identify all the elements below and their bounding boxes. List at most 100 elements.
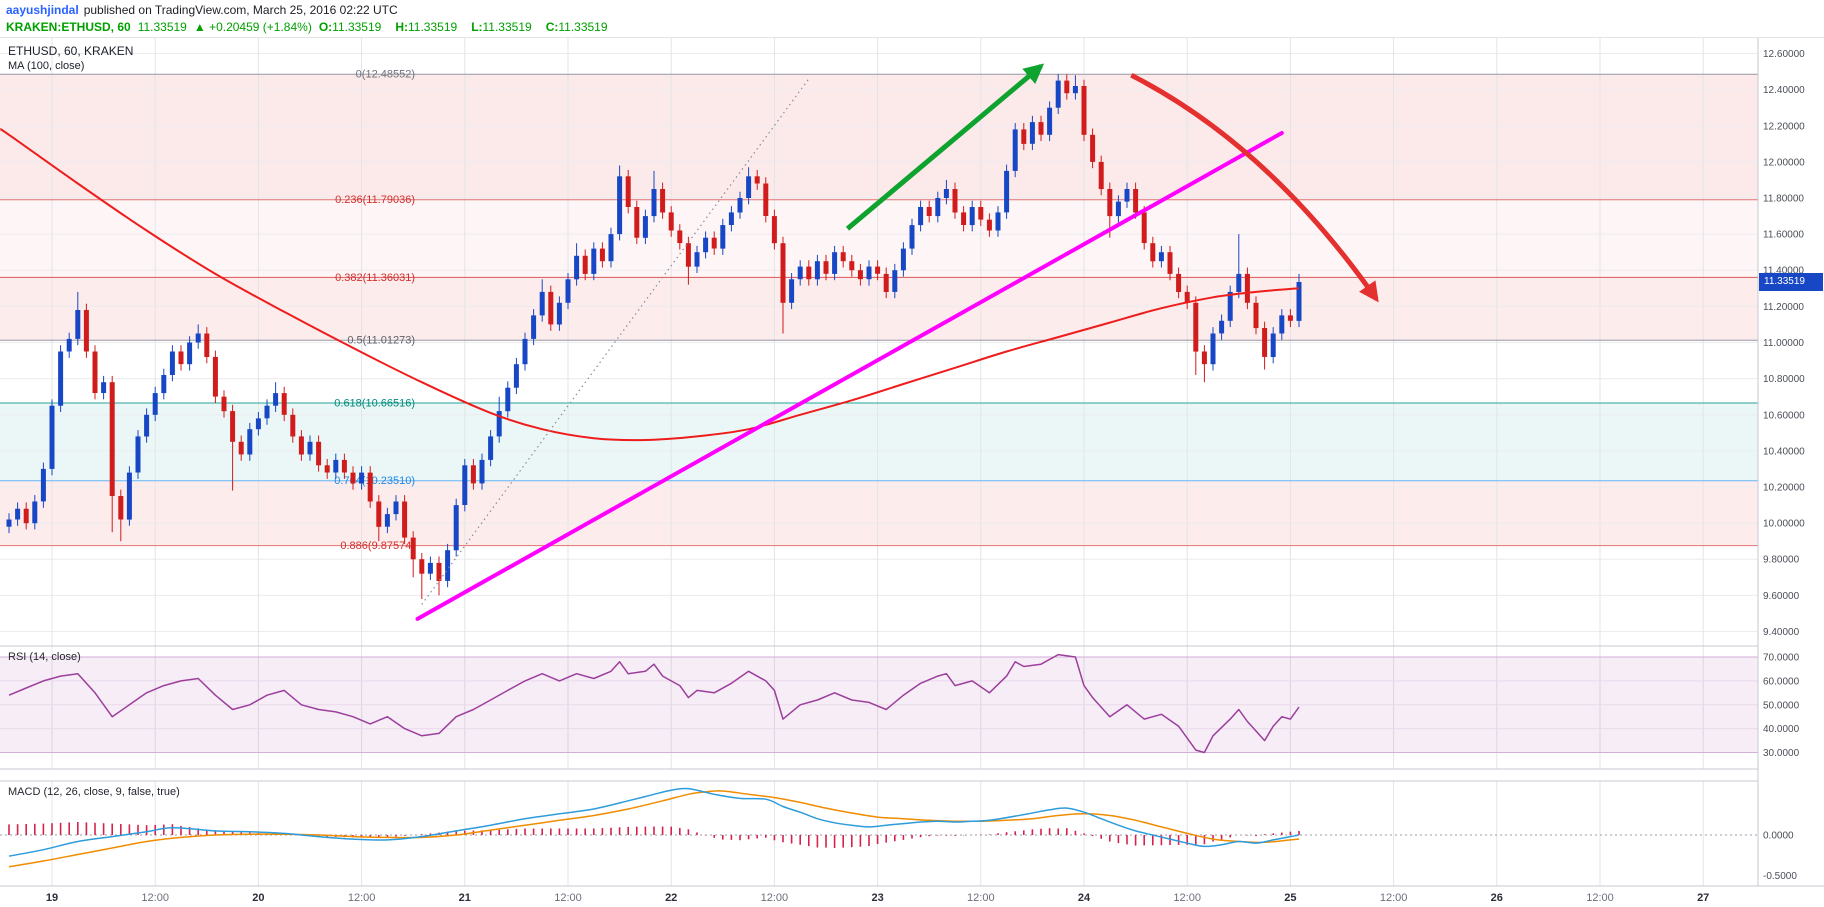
candle-body (109, 382, 115, 496)
macd-pane (0, 787, 1758, 868)
published-line: aayushjindal published on TradingView.com… (6, 3, 1824, 17)
price-gridlines (0, 53, 1758, 632)
candle-body (410, 537, 416, 560)
candle-body (1262, 328, 1268, 357)
candle-body (789, 279, 795, 303)
candle-body (436, 562, 442, 581)
time-scale[interactable]: 19 12:00 20 12:00 21 12:00 22 12:00 23 12:00 24 12:… (0, 885, 1824, 907)
candle-body (556, 302, 562, 325)
candle-body (608, 234, 614, 262)
candle-body (1115, 201, 1121, 217)
last-price-badge: 11.33519 (1759, 273, 1823, 291)
candle-body (445, 550, 451, 581)
candle-body (651, 189, 657, 217)
rsi-tick-label: 50.0000 (1763, 700, 1800, 711)
candle-body (1107, 189, 1113, 217)
time-tick-label: 22 (665, 892, 677, 904)
time-tick-label: 12:00 (761, 892, 789, 904)
fib-band (0, 199, 1758, 278)
header-high: H:11.33519 (395, 20, 464, 34)
close-label: C: (545, 20, 559, 34)
author-link[interactable]: aayushjindal (6, 3, 79, 17)
candle-body (832, 252, 838, 274)
candle-body (1193, 302, 1199, 352)
candle-body (703, 237, 709, 253)
candle-body (169, 351, 175, 375)
magenta-trendline[interactable] (415, 131, 1284, 621)
time-tick-label: 19 (46, 892, 58, 904)
candle-body (763, 183, 769, 216)
candle-body (986, 219, 992, 231)
candle-body (324, 465, 330, 473)
candle-body (126, 472, 132, 520)
candle-body (23, 508, 29, 524)
fib-retracement[interactable]: 0(12.48552) 0.236(11.79036) 0.382(11.36031… (0, 69, 1758, 552)
candle-body (307, 441, 313, 455)
green-up-arrow[interactable] (845, 63, 1045, 231)
candle-body (900, 248, 906, 271)
header-low: L:11.33519 (471, 20, 539, 34)
candle-body (1253, 302, 1259, 329)
candle-body (1038, 122, 1044, 135)
time-tick-label: 26 (1491, 892, 1503, 904)
rsi-line (8, 653, 1300, 754)
price-scale[interactable]: 12.60000 12.40000 12.20000 12.00000 11.80000… (1757, 38, 1824, 907)
candle-body (660, 189, 666, 213)
candle-body (453, 505, 459, 551)
candle-body (488, 436, 494, 460)
candle-body (333, 459, 339, 473)
candle-body (677, 230, 683, 244)
time-tick-label: 21 (459, 892, 471, 904)
published-header: aayushjindal published on TradingView.com… (0, 0, 1824, 38)
candle-body (797, 266, 803, 280)
candle-body (273, 393, 279, 406)
time-tick-label: 12:00 (1173, 892, 1201, 904)
price-tick-label: 11.80000 (1763, 194, 1804, 205)
price-tick-label: 9.80000 (1763, 555, 1800, 566)
candle-body (49, 405, 55, 469)
header-open: O:11.33519 (319, 20, 389, 34)
ma-study-legend: MA (100, close) (8, 60, 85, 72)
macd-tick-label: -0.5000 (1763, 871, 1797, 882)
candle-body (866, 266, 872, 280)
rsi-tick-label: 60.0000 (1763, 676, 1800, 687)
price-tick-label: 12.60000 (1763, 49, 1805, 60)
symbol-name: KRAKEN:ETHUSD, 60 (6, 20, 131, 34)
candle-body (1158, 252, 1164, 262)
candle-body (1244, 273, 1250, 303)
red-down-arrow[interactable] (1130, 72, 1379, 303)
candle-body (1201, 351, 1207, 365)
candle-body (1029, 122, 1035, 144)
fib-label-0.618: 0.618(10.66516) (334, 398, 415, 410)
candle-body (969, 207, 975, 226)
candle-body (152, 393, 158, 415)
candle-body (427, 562, 433, 574)
fib-band (0, 74, 1758, 200)
candle-body (995, 212, 1001, 231)
fib-label-0.236: 0.236(11.79036) (335, 194, 415, 206)
candle-body (402, 501, 408, 538)
candle-body (685, 243, 691, 267)
time-scale-bg[interactable] (0, 886, 1824, 907)
candle-body (15, 508, 21, 520)
candle-body (1021, 129, 1027, 144)
candle-body (814, 261, 820, 280)
candle-body (737, 198, 743, 213)
candle-body (1236, 273, 1242, 292)
dotted-trendline[interactable] (421, 78, 810, 605)
candle-body (565, 279, 571, 303)
candle-body (298, 436, 304, 455)
candle-body (1055, 80, 1061, 108)
candle-body (66, 338, 72, 352)
candle-body (849, 261, 855, 271)
low-value: 11.33519 (482, 20, 532, 34)
price-scale-bg[interactable] (1758, 38, 1824, 907)
candle-body (668, 212, 674, 231)
candle-body (1176, 273, 1182, 292)
candle-body (806, 266, 812, 280)
candle-body (875, 266, 881, 274)
candle-body (1279, 315, 1285, 334)
candle-body (161, 375, 167, 394)
candle-body (281, 393, 287, 415)
